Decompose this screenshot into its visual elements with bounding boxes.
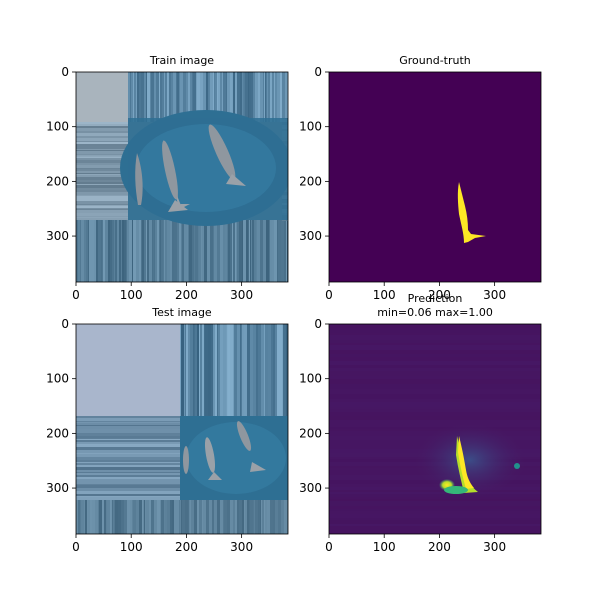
prediction-ytick-label: 200	[299, 426, 322, 440]
train-image-title: Train image	[149, 54, 214, 67]
train-whale-right	[208, 124, 246, 186]
test-image-title: Test image	[151, 306, 212, 319]
prediction-blob-right	[514, 463, 520, 469]
train-axes-frame	[75, 71, 289, 283]
train-padding-bottom-stripes	[76, 220, 288, 282]
train-whale-left	[135, 153, 143, 205]
prediction-panel	[329, 324, 541, 534]
test-image-panel	[76, 324, 288, 534]
test-padding-corner	[76, 324, 180, 416]
ground-truth-ytick-label: 200	[299, 174, 322, 188]
ground-truth-title: Ground-truth	[399, 54, 471, 67]
ground-truth-ytick-label: 100	[299, 120, 322, 134]
test-xtick-label: 0	[72, 540, 80, 554]
ground-truth-mask	[457, 182, 486, 243]
prediction-whale-core	[458, 436, 474, 489]
axis-ticks: 0 100 200 300 0 100 200 300 0 100 200 300 0 100 200 300…	[46, 65, 506, 554]
train-padding-left-stripes	[76, 122, 128, 221]
test-ocean-photo	[180, 416, 288, 500]
test-padding-bottom-stripes	[76, 500, 288, 534]
prediction-whale-teal	[456, 436, 478, 493]
train-ytick-label: 200	[46, 174, 69, 188]
ground-truth-panel	[329, 72, 541, 282]
prediction-xtick-label: 300	[483, 540, 506, 554]
test-ytick-label: 100	[46, 372, 69, 386]
ground-truth-xtick-label: 0	[325, 288, 333, 302]
test-xtick-label: 100	[120, 540, 143, 554]
test-ytick-label: 300	[46, 481, 69, 495]
prediction-low-response	[410, 420, 530, 500]
prediction-xtick-label: 200	[428, 540, 451, 554]
train-xtick-label: 100	[120, 288, 143, 302]
test-xtick-label: 200	[175, 540, 198, 554]
test-ytick-label: 200	[46, 426, 69, 440]
test-whale-left	[183, 446, 189, 474]
ground-truth-xtick-label: 200	[428, 288, 451, 302]
prediction-title: Prediction	[408, 292, 463, 305]
test-padding-top-stripes	[180, 324, 288, 416]
ground-truth-ytick-label: 300	[299, 229, 322, 243]
test-padding-left-stripes	[76, 416, 180, 500]
prediction-xtick-label: 100	[373, 540, 396, 554]
train-xtick-label: 0	[72, 288, 80, 302]
train-ytick-label: 0	[61, 65, 69, 79]
prediction-ytick-label: 0	[314, 317, 322, 331]
prediction-xtick-label: 0	[325, 540, 333, 554]
prediction-ytick-label: 100	[299, 372, 322, 386]
ground-truth-background	[329, 72, 541, 282]
prediction-axes-frame	[328, 323, 542, 535]
ground-truth-axes-frame	[328, 71, 542, 283]
train-ytick-label: 100	[46, 120, 69, 134]
test-xtick-label: 300	[230, 540, 253, 554]
train-ytick-label: 300	[46, 229, 69, 243]
prediction-blob-bottom	[444, 486, 468, 494]
train-padding-corner	[76, 72, 128, 122]
train-image-panel	[76, 72, 288, 282]
ground-truth-ytick-label: 0	[314, 65, 322, 79]
train-xtick-label: 300	[230, 288, 253, 302]
ground-truth-xtick-label: 100	[373, 288, 396, 302]
train-ocean-highlight	[136, 124, 276, 212]
train-ocean-photo-rect	[128, 118, 288, 220]
test-whale-middle	[204, 437, 222, 480]
ground-truth-xtick-label: 300	[483, 288, 506, 302]
train-whale-middle	[162, 140, 190, 212]
test-ytick-label: 0	[61, 317, 69, 331]
train-xtick-label: 200	[175, 288, 198, 302]
test-ocean-highlight	[186, 422, 286, 494]
prediction-subtitle: min=0.06 max=1.00	[377, 306, 493, 319]
train-padding-top-stripes	[128, 72, 288, 122]
test-whale-right	[236, 421, 266, 472]
prediction-ytick-label: 300	[299, 481, 322, 495]
test-axes-frame	[75, 323, 289, 535]
